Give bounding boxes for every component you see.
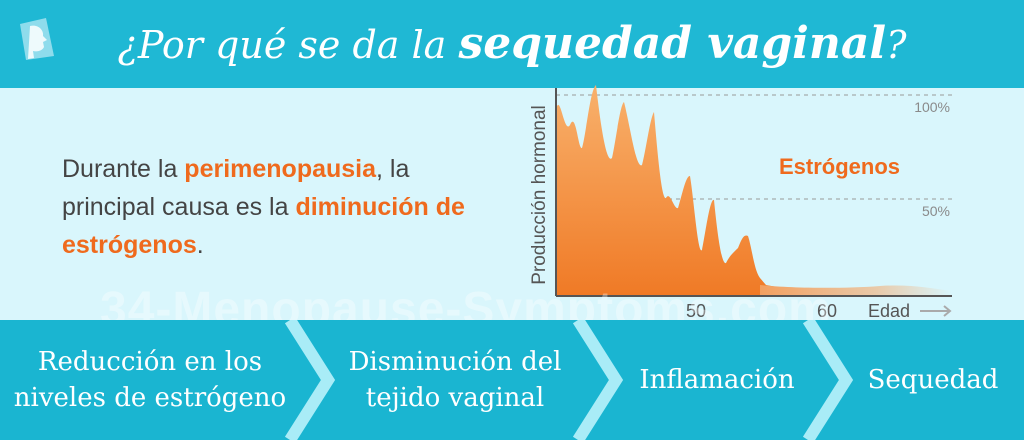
x-axis-label: Edad [868, 301, 910, 320]
desc-part1: Durante la [62, 155, 185, 183]
step-inflamacion: Inflamación [612, 320, 822, 440]
steps-bar: Reducción en los niveles de estrógeno Di… [0, 320, 1024, 440]
hormone-chart: 100% 50% Estrógenos 50 60 Edad Producció… [529, 85, 952, 320]
info-panel [0, 88, 1024, 320]
desc-highlight-diminucion: diminución de estrógenos [62, 193, 465, 259]
header-banner: ¿Por qué se da la sequedad vaginal? [0, 0, 1024, 88]
step-chevrons [284, 320, 854, 440]
x-tick-50: 50 [686, 301, 706, 320]
step-disminucion: Disminución del tejido vaginal [320, 320, 590, 440]
estrogen-area [556, 85, 820, 295]
step-2-line-2: tejido vaginal [365, 383, 545, 413]
desc-part3: . [196, 231, 204, 259]
x-tick-60: 60 [817, 301, 837, 320]
x-axis-arrow-icon [920, 305, 952, 317]
step-sequedad: Sequedad [842, 320, 1024, 440]
desc-highlight-perimenopausia: perimenopausia [184, 155, 377, 183]
y-tick-100: 100% [914, 99, 950, 115]
desc-part2: , la principal causa es la [62, 155, 410, 221]
title-emphasis: sequedad vaginal [458, 18, 887, 69]
step-1-line-1: Reducción en los [37, 347, 263, 377]
chevron-right-icon [284, 320, 336, 440]
face-profile-icon [20, 18, 54, 60]
description-text: Durante la perimenopausia, la principal … [62, 150, 502, 264]
estrogen-tail [760, 285, 952, 295]
step-reduccion: Reducción en los niveles de estrógeno [0, 320, 300, 440]
page-title: ¿Por qué se da la sequedad vaginal? [0, 0, 1024, 88]
y-tick-50: 50% [922, 203, 950, 219]
chevron-right-icon [572, 320, 624, 440]
title-end: ? [886, 23, 907, 67]
y-axis-label: Producción hormonal [529, 105, 550, 285]
step-4-line-1: Sequedad [867, 365, 999, 395]
step-2-line-1: Disminución del [348, 347, 562, 377]
chevron-right-icon [802, 320, 854, 440]
series-label-estrogenos: Estrógenos [779, 154, 900, 179]
step-1-line-2: niveles de estrógeno [13, 383, 287, 413]
title-plain: ¿Por qué se da la [117, 23, 447, 67]
step-3-line-1: Inflamación [639, 365, 795, 395]
